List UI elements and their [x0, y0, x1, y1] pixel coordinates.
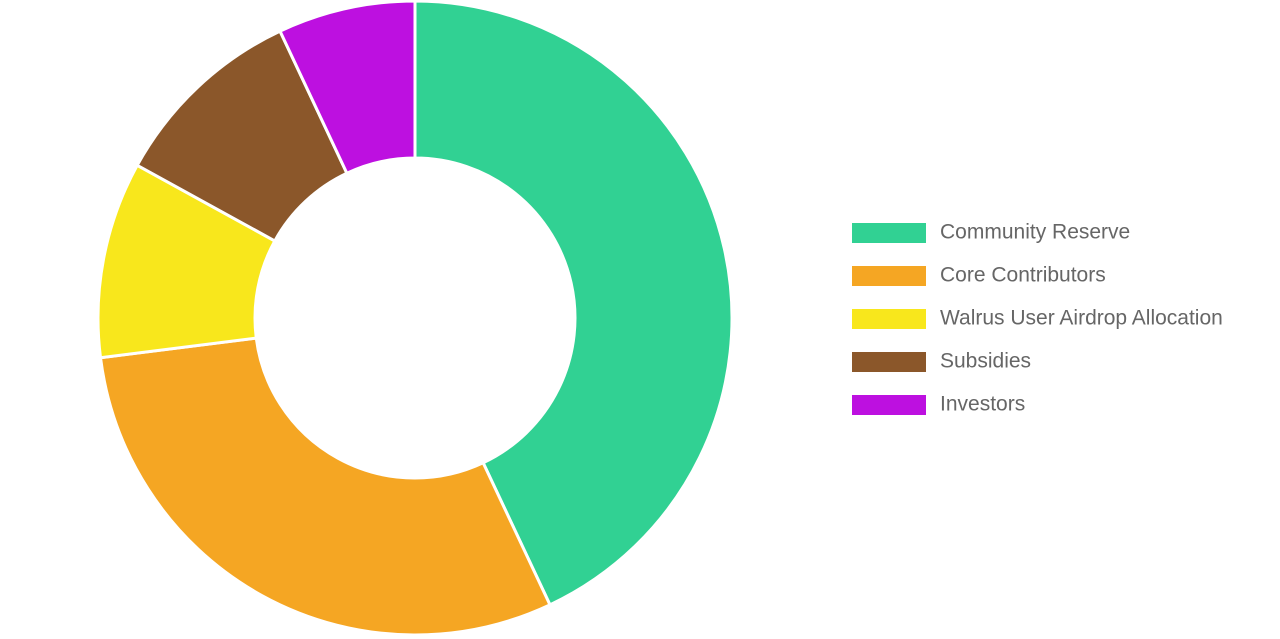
legend-label: Core Contributors [940, 264, 1106, 287]
slice [278, 0, 417, 176]
legend-label: Community Reserve [940, 221, 1130, 244]
legend-swatch [852, 395, 926, 415]
legend-swatch [852, 266, 926, 286]
legend-label: Subsidies [940, 350, 1031, 373]
slice [413, 0, 734, 607]
legend-swatch [852, 352, 926, 372]
legend-label: Investors [940, 393, 1025, 416]
slice [98, 336, 552, 637]
legend-label: Walrus User Airdrop Allocation [940, 307, 1223, 330]
legend-swatch [852, 223, 926, 243]
legend-swatch [852, 309, 926, 329]
